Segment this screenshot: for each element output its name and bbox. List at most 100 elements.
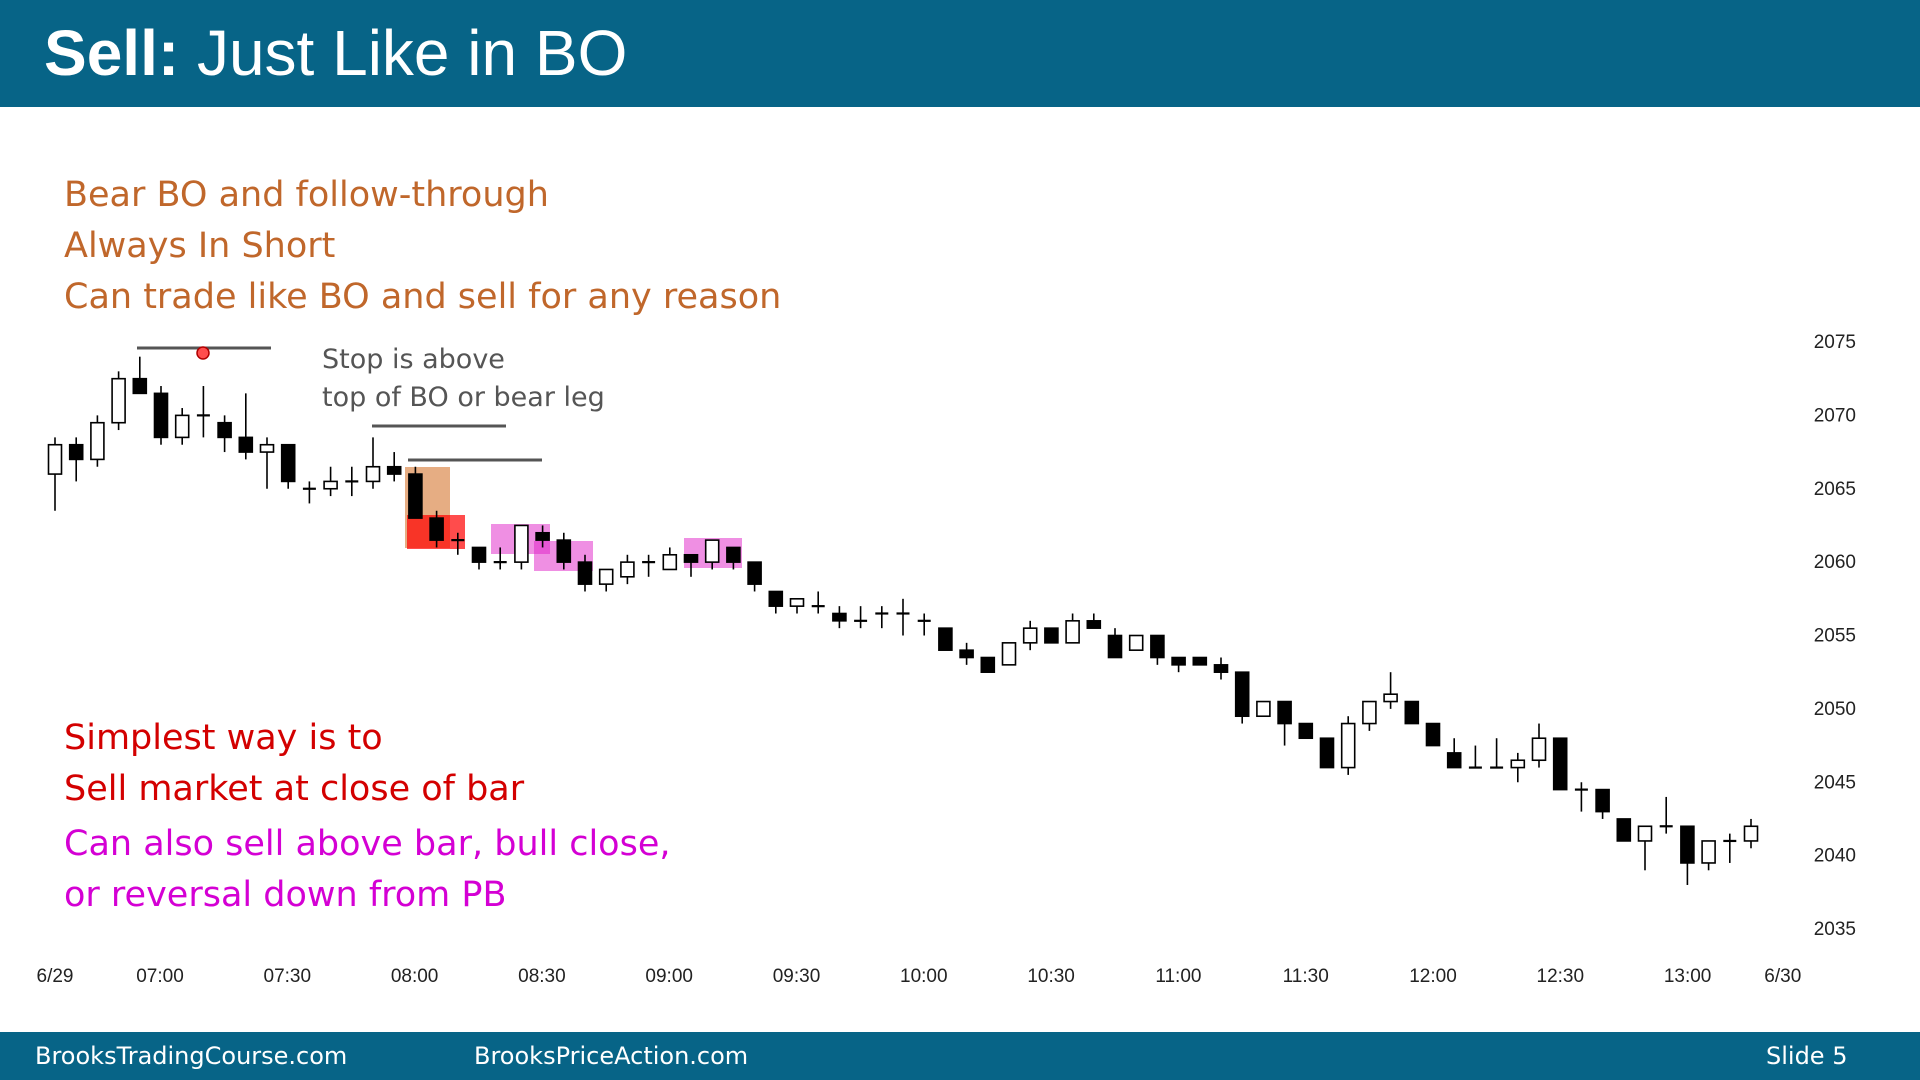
candle-14 [345,466,359,497]
time-tick-label: 08:30 [518,966,566,987]
stop-lines [137,346,542,462]
bull-body [1701,840,1716,864]
bull-body [1022,627,1038,644]
candle-18 [429,510,444,548]
candle-21 [493,547,507,570]
time-tick-label: 09:30 [773,966,821,987]
brown-line-1: Bear BO and follow-through [64,175,549,215]
time-tick-label: 6/29 [37,966,74,987]
time-tick-label: 12:00 [1409,966,1457,987]
bull-body [174,414,190,439]
bear-body [471,546,487,563]
candle-62 [1362,700,1377,731]
candle-48 [1065,613,1080,644]
candle-61 [1340,716,1356,775]
candle-46 [1022,620,1038,651]
bear-body [535,531,550,541]
brown-line-3: Can trade like BO and sell for any reaso… [64,277,782,317]
bear-body [768,590,784,607]
candle-66 [1446,738,1462,769]
time-tick-label: 6/30 [1764,966,1801,987]
bull-body [620,561,635,578]
price-tick-label: 2075 [1814,332,1856,353]
candle-42 [938,627,953,651]
price-tick-label: 2070 [1814,405,1856,426]
candle-33 [747,561,762,592]
bear-body [1213,664,1229,673]
candle-25 [577,554,593,592]
candle-56 [1234,671,1250,724]
cursor-dot [196,346,210,360]
time-tick-label: 13:00 [1664,966,1712,987]
candle-30 [683,553,699,577]
bear-body [1171,656,1186,666]
candle-10 [259,437,275,489]
candle-9 [238,393,254,460]
slide-number: Slide 5 [1766,1042,1848,1070]
bear-body [1319,737,1335,769]
candle-31 [704,539,720,570]
bear-body [1277,700,1292,725]
bear-body [68,443,84,461]
bear-body [938,627,953,651]
candle-75 [1637,825,1653,871]
bull-body [704,539,720,563]
candle-80 [1743,818,1759,849]
bear-body [726,546,741,563]
candle-49 [1086,613,1102,629]
candle-59 [1298,722,1314,740]
candle-68 [1490,738,1504,769]
time-tick-label: 07:30 [264,966,312,987]
candle-52 [1150,634,1165,665]
time-tick-label: 11:30 [1283,966,1329,987]
price-tick-label: 2045 [1814,772,1856,793]
bull-body [47,443,63,475]
candle-76 [1659,796,1673,834]
candle-4 [132,356,148,395]
candle-64 [1404,700,1420,725]
candle-28 [642,554,656,577]
bull-body [1362,700,1377,725]
bear-body [1425,722,1441,747]
candle-7 [196,386,210,438]
candle-40 [896,598,910,636]
bull-body [90,421,105,461]
footer-site-1: BrooksTradingCourse.com [35,1042,348,1070]
bull-body [1510,759,1526,769]
bear-body [153,392,169,439]
time-tick-label: 12:30 [1537,966,1585,987]
candle-70 [1531,723,1547,768]
bear-body [238,436,254,453]
bull-body [323,480,338,490]
slide-title: Sell: Just Like in BO [44,14,627,92]
magenta-line-1: Can also sell above bar, bull close, [64,824,671,864]
bull-body [662,553,678,571]
candle-38 [854,606,868,629]
candle-5 [153,386,169,445]
candle-58 [1277,700,1292,746]
candle-6 [174,408,190,445]
candlestick-chart: 2075 2070 2065 2060 2055 2050 2045 2040 2035 6/2… [37,332,1856,987]
price-tick-label: 2050 [1814,699,1856,720]
bear-body [1298,722,1314,740]
candle-23 [535,525,550,548]
price-tick-label: 2065 [1814,479,1856,500]
price-tick-label: 2060 [1814,552,1856,573]
time-tick-label: 07:00 [136,966,184,987]
candle-20 [471,546,487,570]
time-tick-label: 08:00 [391,966,439,987]
bear-body [132,377,148,395]
stop-note-line-2: top of BO or bear leg [322,382,605,413]
price-tick-label: 2035 [1814,919,1856,940]
candle-16 [386,452,402,482]
bear-body [1446,752,1462,769]
candle-17 [408,466,423,519]
red-line-2: Sell market at close of bar [64,769,525,809]
bear-body [556,539,572,563]
candle-45 [1001,642,1017,666]
title-bold: Sell: [44,17,180,89]
time-axis: 6/29 07:00 07:30 08:00 08:30 09:00 09:30 10:00 1… [37,966,1802,987]
bull-body [1065,620,1080,644]
candle-36 [811,591,825,614]
bear-body [747,561,762,585]
